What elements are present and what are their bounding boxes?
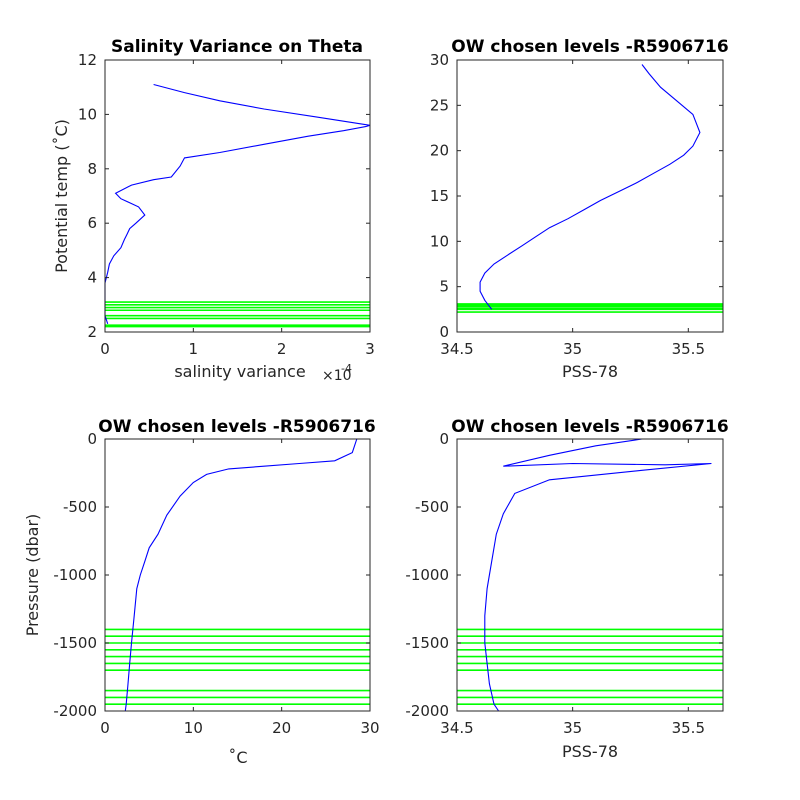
x-axis-label: PSS-78 (562, 362, 618, 381)
y-tick-label: 20 (430, 142, 449, 160)
x-tick-label: 34.5 (440, 340, 473, 358)
y-tick-label: 0 (87, 430, 97, 448)
panel-pressure-salinity: OW chosen levels -R5906716 PSS-78 34.5 35… (405, 417, 728, 761)
y-tick-label: -1500 (53, 634, 97, 652)
y-tick-label: -1000 (53, 566, 97, 584)
y-tick-label: -1500 (405, 634, 449, 652)
y-tick-label: -500 (63, 498, 97, 516)
series-line (124, 438, 358, 712)
x-tick-label: 1 (189, 340, 199, 358)
y-tick-label: 4 (87, 269, 97, 287)
x-tick-label: 0 (100, 340, 110, 358)
chart-title: OW chosen levels -R5906716 (451, 417, 728, 437)
x-tick-label: 0 (100, 719, 110, 737)
plot-area (456, 438, 723, 712)
axes-frame (456, 438, 724, 712)
y-tick-label: -1000 (405, 566, 449, 584)
x-axis-label: salinity variance (174, 362, 305, 381)
x-tick-label: 3 (365, 340, 375, 358)
y-tick-label: 30 (430, 51, 449, 69)
x-tick-label: 10 (184, 719, 203, 737)
plot-area (104, 438, 371, 712)
x-tick-label: 2 (277, 340, 287, 358)
panel-salinity-variance: Salinity Variance on Theta salinity vari… (52, 37, 375, 384)
y-axis-label: Potential temp (˚C) (52, 119, 71, 273)
chart-title: Salinity Variance on Theta (111, 37, 363, 57)
plot-area (456, 59, 723, 333)
axes-frame (104, 59, 371, 333)
y-axis-label: Pressure (dbar) (23, 514, 42, 637)
chart-title: OW chosen levels -R5906716 (451, 37, 728, 57)
panel-pressure-temperature: OW chosen levels -R5906716 ˚C Pressure (… (23, 417, 380, 767)
y-tick-label: -2000 (53, 702, 97, 720)
y-tick-label: 6 (87, 214, 97, 232)
axes-frame (104, 438, 371, 712)
x-tick-label: 20 (272, 719, 291, 737)
x-exponent-base: ×10 (322, 368, 352, 384)
x-axis-label: ˚C (228, 748, 247, 767)
y-tick-label: 10 (78, 105, 97, 123)
x-exponent-power: -4 (341, 362, 352, 375)
y-tick-label: 0 (439, 323, 449, 341)
y-tick-label: 0 (439, 430, 449, 448)
series-line (479, 64, 701, 310)
x-tick-label: 35.5 (672, 719, 705, 737)
y-tick-label: -2000 (405, 702, 449, 720)
y-tick-label: 25 (430, 96, 449, 114)
y-tick-label: 8 (87, 160, 97, 178)
y-tick-label: 2 (87, 323, 97, 341)
axes-frame (456, 59, 724, 333)
x-tick-label: 34.5 (440, 719, 473, 737)
chart-title: OW chosen levels -R5906716 (98, 417, 375, 437)
x-tick-label: 30 (360, 719, 379, 737)
y-tick-label: -500 (415, 498, 449, 516)
x-axis-label: PSS-78 (562, 742, 618, 761)
y-tick-label: 12 (78, 51, 97, 69)
y-tick-label: 10 (430, 232, 449, 250)
series-line (484, 438, 712, 712)
x-tick-label: 35.5 (672, 340, 705, 358)
plot-area (104, 59, 371, 333)
y-tick-label: 15 (430, 187, 449, 205)
x-tick-label: 35 (563, 340, 582, 358)
y-tick-label: 5 (439, 278, 449, 296)
x-tick-label: 35 (563, 719, 582, 737)
panel-theta-salinity: OW chosen levels -R5906716 PSS-78 34.5 35… (430, 37, 729, 381)
series-line (104, 83, 371, 324)
